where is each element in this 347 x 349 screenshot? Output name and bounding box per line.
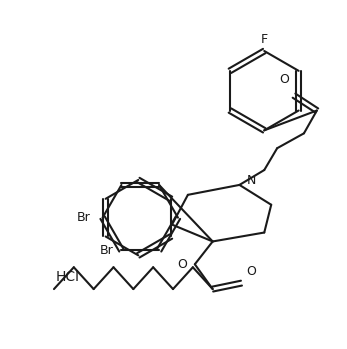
- Text: Br: Br: [77, 211, 91, 224]
- Text: O: O: [246, 265, 256, 278]
- Text: Br: Br: [100, 244, 113, 257]
- Text: F: F: [261, 32, 268, 46]
- Text: N: N: [246, 174, 256, 187]
- Text: O: O: [177, 258, 187, 271]
- Text: O: O: [279, 73, 289, 86]
- Text: HCl: HCl: [56, 270, 80, 284]
